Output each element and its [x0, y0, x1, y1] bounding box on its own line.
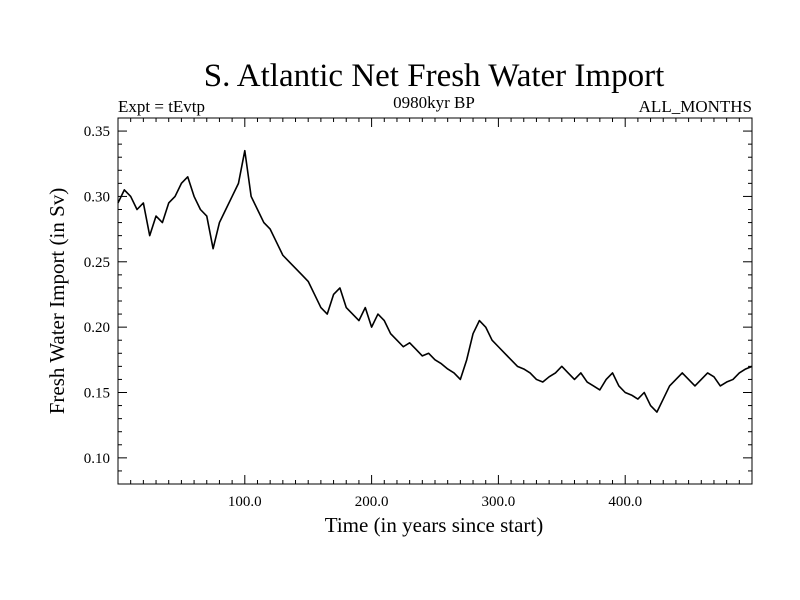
- x-tick-label: 300.0: [482, 494, 516, 510]
- y-tick-label: 0.20: [84, 320, 110, 336]
- series-layer: [117, 149, 753, 413]
- series-line: [117, 149, 753, 413]
- plot-frame: [117, 117, 753, 485]
- y-tick-label: 0.15: [84, 386, 110, 402]
- period-label: 0980kyr BP: [393, 93, 475, 112]
- x-tick-label: 200.0: [355, 494, 389, 510]
- y-axis-label: Fresh Water Import (in Sv): [45, 188, 69, 415]
- y-tick-label: 0.30: [84, 189, 110, 205]
- y-tick-label: 0.35: [84, 124, 110, 140]
- y-tick-label: 0.25: [84, 255, 110, 271]
- x-axis-label: Time (in years since start): [325, 513, 544, 537]
- experiment-label: Expt = tEvtp: [118, 97, 205, 116]
- y-tick-label: 0.10: [84, 451, 110, 467]
- x-tick-label: 400.0: [608, 494, 642, 510]
- y-axis: 0.10 0.15 0.20 0.25 0.30 0.35: [84, 124, 752, 472]
- x-axis: 100.0 200.0 300.0 400.0: [130, 118, 740, 510]
- chart-title: S. Atlantic Net Fresh Water Import: [204, 58, 665, 94]
- x-tick-label: 100.0: [228, 494, 262, 510]
- months-label: ALL_MONTHS: [639, 97, 752, 116]
